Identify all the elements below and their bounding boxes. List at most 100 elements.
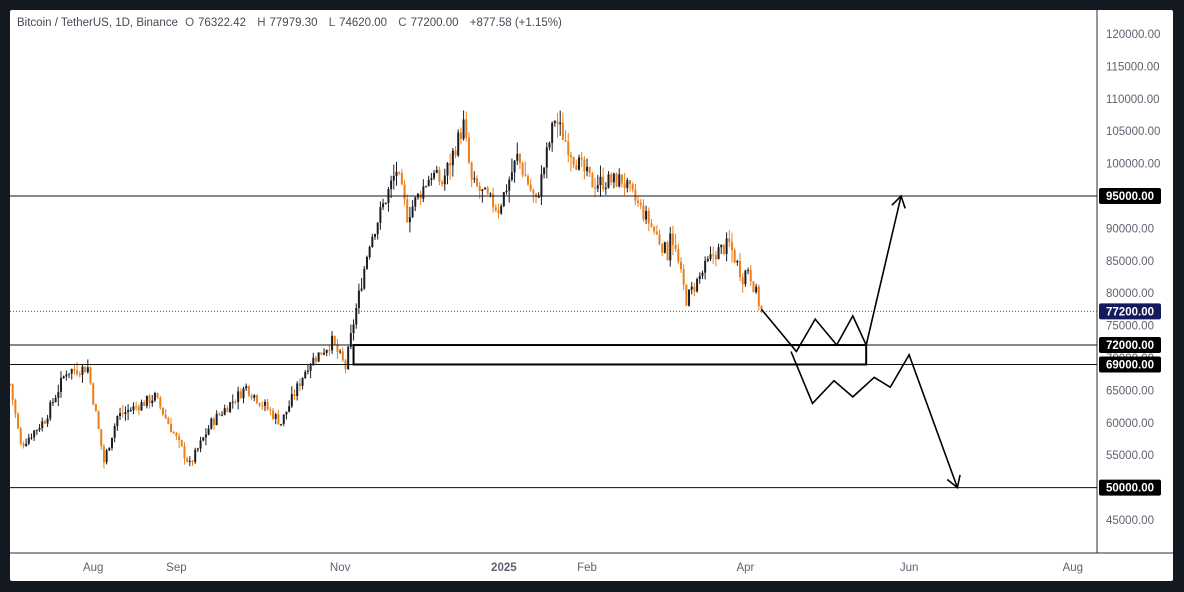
- candle-body: [661, 244, 664, 253]
- candle-body: [336, 344, 339, 353]
- candle-body: [312, 357, 315, 366]
- candle-body: [156, 393, 159, 398]
- support-zone-box: [352, 344, 868, 366]
- candle-body: [714, 255, 717, 260]
- candle-body: [395, 171, 398, 176]
- candle-body: [196, 448, 199, 450]
- candle-body: [202, 437, 205, 441]
- candle-body: [43, 421, 46, 424]
- candle-body: [739, 261, 742, 278]
- candle-body: [647, 210, 650, 224]
- level-price-tag: 72000.00: [1106, 340, 1154, 352]
- symbol-title[interactable]: Bitcoin / TetherUS, 1D, Binance: [17, 17, 178, 29]
- candle-body: [231, 401, 234, 403]
- axes-layer: 45000.00 50000.00 55000.00 60000.00 65000.00…: [10, 10, 1173, 574]
- low-label: L: [328, 17, 336, 29]
- candle-body: [183, 446, 186, 459]
- candle-body: [414, 197, 417, 207]
- low-value: 74620.00: [339, 17, 388, 29]
- candle-body: [339, 351, 342, 353]
- candle-body: [556, 121, 559, 125]
- candle-body: [427, 179, 430, 187]
- high-label: H: [257, 17, 266, 29]
- candle-body: [194, 449, 197, 462]
- candle-body: [170, 424, 173, 433]
- candle-body: [94, 404, 97, 412]
- candle-body: [486, 187, 489, 194]
- candle-body: [304, 371, 307, 379]
- level-price-tag-bg: [1099, 188, 1161, 204]
- candle-body: [674, 245, 677, 249]
- candle-body: [398, 171, 401, 173]
- candle-body: [510, 172, 513, 180]
- candle-body: [610, 174, 613, 183]
- candle-body: [425, 186, 428, 188]
- level-price-tag-bg: [1099, 479, 1161, 496]
- candle-body: [70, 369, 73, 374]
- candle-body: [245, 386, 248, 389]
- candle-body: [701, 272, 704, 276]
- candle-body: [690, 286, 693, 290]
- candle-body: [744, 270, 747, 285]
- candle-body: [449, 163, 452, 166]
- candle-body: [30, 437, 33, 439]
- candle-body: [290, 394, 293, 407]
- chart-panel: 45000.00 50000.00 55000.00 60000.00 65000.00…: [10, 10, 1173, 581]
- candle-body: [602, 176, 605, 190]
- candle-body: [577, 157, 580, 170]
- candle-body: [116, 416, 119, 427]
- price-chart[interactable]: 45000.00 50000.00 55000.00 60000.00 65000.00…: [10, 10, 1173, 581]
- candle-body: [172, 432, 175, 434]
- candle-body: [408, 217, 411, 223]
- projection-up-path-arrowhead: [891, 194, 906, 209]
- candle-body: [317, 352, 320, 362]
- candle-body: [167, 418, 170, 425]
- candle-body: [229, 402, 232, 413]
- candle-body: [25, 443, 28, 446]
- candle-body: [263, 401, 266, 406]
- candle-body: [717, 247, 720, 260]
- candle-body: [508, 179, 511, 191]
- candle-body: [628, 180, 631, 185]
- candle-body: [119, 413, 122, 417]
- candle-body: [604, 187, 607, 190]
- candle-body: [46, 418, 49, 424]
- y-tick-label: 100000.00: [1106, 159, 1160, 171]
- candle-body: [733, 250, 736, 263]
- close-label: C: [398, 17, 407, 29]
- candle-body: [27, 437, 30, 444]
- candle-body: [33, 430, 36, 438]
- candle-body: [527, 176, 530, 185]
- candle-body: [191, 460, 194, 462]
- candle-body: [218, 413, 221, 415]
- candle-body: [755, 286, 758, 293]
- candle-body: [341, 351, 344, 361]
- open-label: O: [185, 17, 195, 29]
- candle-body: [677, 248, 680, 262]
- candle-body: [54, 398, 57, 403]
- candle-body: [441, 182, 444, 185]
- candle-body: [706, 258, 709, 261]
- candle-body: [288, 406, 291, 412]
- y-tick-label: 85000.00: [1106, 256, 1154, 268]
- candle-body: [457, 132, 460, 156]
- candle-body: [497, 210, 500, 214]
- candle-body: [242, 388, 245, 399]
- candle-body: [212, 418, 215, 425]
- last-price-tag: 77200.00: [1106, 306, 1154, 318]
- candle-body: [384, 202, 387, 204]
- candle-body: [363, 268, 366, 289]
- candle-body: [615, 173, 618, 187]
- candle-body: [411, 206, 414, 218]
- candle-body: [234, 401, 237, 403]
- candle-body: [247, 386, 250, 396]
- candle-body: [282, 414, 285, 424]
- candle-body: [135, 406, 138, 408]
- candle-body: [59, 377, 62, 392]
- candle-body: [451, 150, 454, 166]
- candle-body: [551, 123, 554, 144]
- candle-body: [328, 350, 331, 352]
- candle-body: [524, 175, 527, 177]
- candle-body: [261, 405, 264, 407]
- level-price-tag: 69000.00: [1106, 359, 1154, 371]
